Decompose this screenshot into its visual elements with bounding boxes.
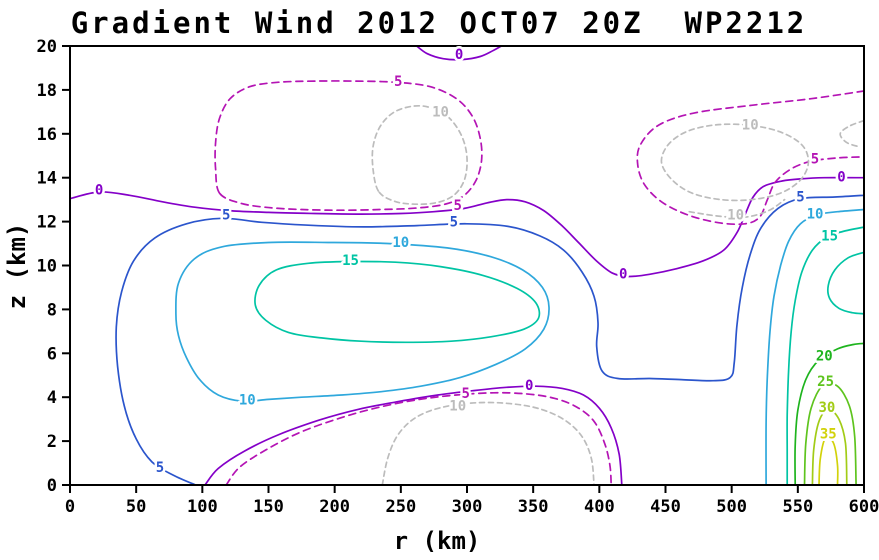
- contour-line-level--10: [839, 119, 864, 148]
- contour-label--5: 5: [453, 198, 461, 214]
- contour-line-level--5: [636, 90, 864, 226]
- contour-line-level--10: [381, 401, 595, 485]
- contour-label-15: 15: [821, 229, 838, 245]
- y-tick-label: 0: [47, 476, 57, 496]
- chart-title: Gradient Wind 2012 OCT07 20Z WP2212: [71, 6, 808, 40]
- x-tick-label: 100: [187, 497, 218, 517]
- x-tick-label: 250: [385, 497, 416, 517]
- contour-line-level-10: [175, 241, 550, 403]
- contour-label-5: 5: [222, 208, 230, 224]
- contour-lines: [70, 46, 864, 485]
- y-tick-label: 18: [37, 81, 57, 101]
- y-tick-label: 2: [47, 432, 57, 452]
- contour-label-30: 30: [818, 400, 835, 416]
- y-tick-label: 12: [37, 213, 57, 233]
- contour-label-0: 0: [837, 169, 845, 185]
- contour-line-level-10: [765, 208, 864, 485]
- contour-label-25: 25: [817, 374, 834, 390]
- x-tick-label: 500: [716, 497, 747, 517]
- contour-label-0: 0: [525, 378, 533, 394]
- y-tick-label: 10: [37, 257, 57, 277]
- x-tick-label: 400: [584, 497, 615, 517]
- contour-line-level--10: [371, 104, 468, 206]
- contour-label--10: 10: [742, 118, 759, 134]
- y-tick-label: 8: [47, 300, 57, 320]
- axis-ticks: 0 50 100 150 200 250 300 350 400 450 500 550 6000246…: [37, 37, 879, 517]
- contour-label-0: 0: [619, 267, 627, 283]
- x-tick-label: 50: [126, 497, 146, 517]
- x-tick-label: 200: [319, 497, 350, 517]
- contour-label--10: 10: [727, 208, 744, 224]
- x-tick-label: 550: [782, 497, 813, 517]
- contour-label-0: 0: [95, 182, 103, 198]
- contour-line-level--10: [688, 198, 786, 219]
- y-tick-label: 20: [37, 37, 57, 57]
- x-tick-label: 150: [253, 497, 284, 517]
- contour-line-level-35: [818, 436, 839, 485]
- contour-line-level-0: [70, 176, 864, 278]
- y-tick-label: 6: [47, 344, 57, 364]
- x-tick-label: 300: [452, 497, 483, 517]
- contour-label-10: 10: [807, 206, 824, 222]
- contour-line-level--5: [225, 391, 613, 485]
- plot-border: [69, 45, 865, 486]
- y-tick-label: 4: [47, 388, 57, 408]
- contour-line-level-25: [803, 382, 857, 485]
- contour-label--5: 5: [461, 386, 469, 402]
- contour-label--5: 5: [811, 152, 819, 168]
- y-axis-title: z (km): [3, 223, 31, 310]
- x-axis-title: r (km): [394, 527, 481, 555]
- contour-label--10: 10: [432, 105, 449, 121]
- y-tick-label: 16: [37, 125, 57, 145]
- contour-label-20: 20: [816, 349, 833, 365]
- x-tick-label: 350: [518, 497, 549, 517]
- contour-label-5: 5: [450, 215, 458, 231]
- contour-line-level-30: [811, 408, 848, 485]
- contour-label-5: 5: [156, 460, 164, 476]
- contour-label-0: 0: [455, 47, 463, 63]
- contour-label-35: 35: [820, 427, 837, 443]
- contour-label-15: 15: [342, 253, 359, 269]
- contour-line-level-15: [786, 226, 864, 485]
- x-tick-label: 450: [650, 497, 681, 517]
- contour-label-5: 5: [796, 190, 804, 206]
- x-tick-label: 0: [65, 497, 75, 517]
- y-tick-label: 14: [37, 169, 57, 189]
- contour-line-level-20: [794, 342, 864, 485]
- contour-line-level--10: [660, 123, 810, 202]
- x-tick-label: 600: [849, 497, 879, 517]
- contour-label--10: 10: [449, 399, 466, 415]
- contour-label-10: 10: [392, 235, 409, 251]
- contour-label--5: 5: [394, 74, 402, 90]
- contour-line-level-15: [254, 260, 541, 344]
- contour-line-level-0: [204, 385, 623, 485]
- plot-frame: [69, 45, 865, 486]
- contour-line-level-15: [826, 251, 864, 315]
- contour-label-10: 10: [239, 393, 256, 409]
- contour-line-level--5: [214, 80, 483, 212]
- contour-line-level-5: [115, 194, 864, 485]
- contour-line-level-0: [415, 46, 503, 61]
